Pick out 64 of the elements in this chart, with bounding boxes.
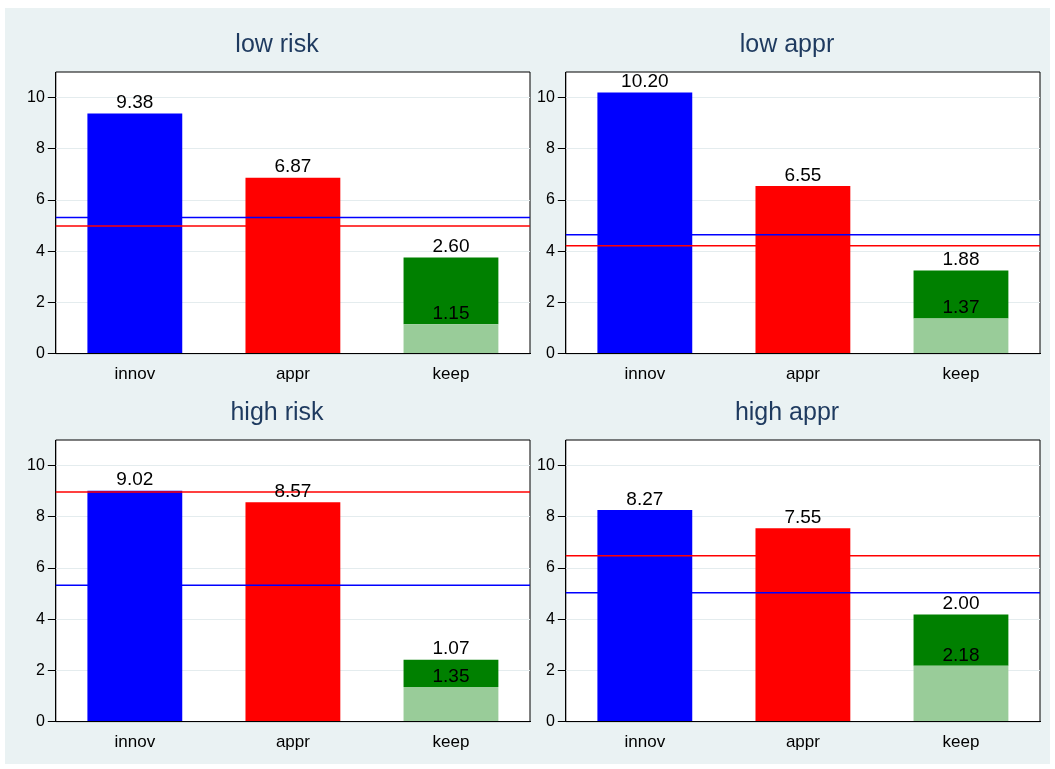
x-tick-label: appr <box>275 364 311 384</box>
x-tick-label: innov <box>114 364 156 384</box>
y-tick-label: 4 <box>545 241 555 259</box>
y-tick-label: 6 <box>35 190 45 208</box>
bar <box>913 665 1009 722</box>
y-tick-label: 4 <box>35 241 45 259</box>
data-label: 9.02 <box>116 468 154 490</box>
data-label: 1.07 <box>432 637 470 659</box>
y-tick-label: 8 <box>545 507 555 525</box>
y-tick-label: 0 <box>35 344 45 362</box>
x-tick-label: keep <box>432 364 470 384</box>
y-tick-label: 8 <box>35 139 45 157</box>
y-tick-label: 0 <box>545 344 555 362</box>
x-tick-label: appr <box>785 732 821 752</box>
y-tick-label: 2 <box>545 292 555 310</box>
bar <box>245 502 341 722</box>
data-label: 2.00 <box>942 592 980 614</box>
y-tick-label: 10 <box>537 456 555 474</box>
data-label: 9.38 <box>116 91 154 113</box>
bar <box>913 318 1009 354</box>
y-tick-label: 10 <box>27 456 45 474</box>
y-tick-label: 2 <box>35 660 45 678</box>
chart-title: low risk <box>235 28 320 57</box>
data-label: 1.35 <box>432 664 470 686</box>
bar <box>913 270 1009 319</box>
y-tick-label: 8 <box>545 139 555 157</box>
y-tick-label: 2 <box>35 292 45 310</box>
y-tick-label: 10 <box>27 88 45 106</box>
data-label: 7.55 <box>784 506 822 528</box>
y-tick-label: 6 <box>545 558 555 576</box>
y-tick-label: 0 <box>545 712 555 730</box>
data-label: 1.15 <box>432 301 470 323</box>
y-tick-label: 0 <box>35 712 45 730</box>
x-tick-label: keep <box>432 732 470 752</box>
x-tick-label: appr <box>275 732 311 752</box>
y-tick-label: 4 <box>35 609 45 627</box>
bar <box>913 614 1009 666</box>
data-label: 1.37 <box>942 296 980 318</box>
chart-title: high risk <box>230 396 325 425</box>
y-tick-label: 4 <box>545 609 555 627</box>
y-tick-label: 8 <box>35 507 45 525</box>
x-tick-label: keep <box>942 732 980 752</box>
data-label: 2.18 <box>942 643 980 665</box>
data-label: 6.55 <box>784 163 822 185</box>
chart-title: low appr <box>739 28 835 57</box>
data-label: 10.20 <box>621 70 669 92</box>
x-tick-label: innov <box>114 732 156 752</box>
bar <box>403 659 499 688</box>
x-tick-label: innov <box>624 732 666 752</box>
x-tick-label: keep <box>942 364 980 384</box>
y-tick-label: 10 <box>537 88 555 106</box>
x-tick-label: innov <box>624 364 666 384</box>
data-label: 6.87 <box>274 155 312 177</box>
data-label: 2.60 <box>432 235 470 257</box>
data-label: 1.88 <box>942 248 980 270</box>
bar <box>403 687 499 722</box>
data-label: 8.27 <box>626 487 664 509</box>
chart-title: high appr <box>734 396 840 425</box>
bar <box>403 324 499 354</box>
x-tick-label: appr <box>785 364 821 384</box>
bar <box>403 257 499 325</box>
y-tick-label: 6 <box>35 558 45 576</box>
y-tick-label: 2 <box>545 660 555 678</box>
y-tick-label: 6 <box>545 190 555 208</box>
